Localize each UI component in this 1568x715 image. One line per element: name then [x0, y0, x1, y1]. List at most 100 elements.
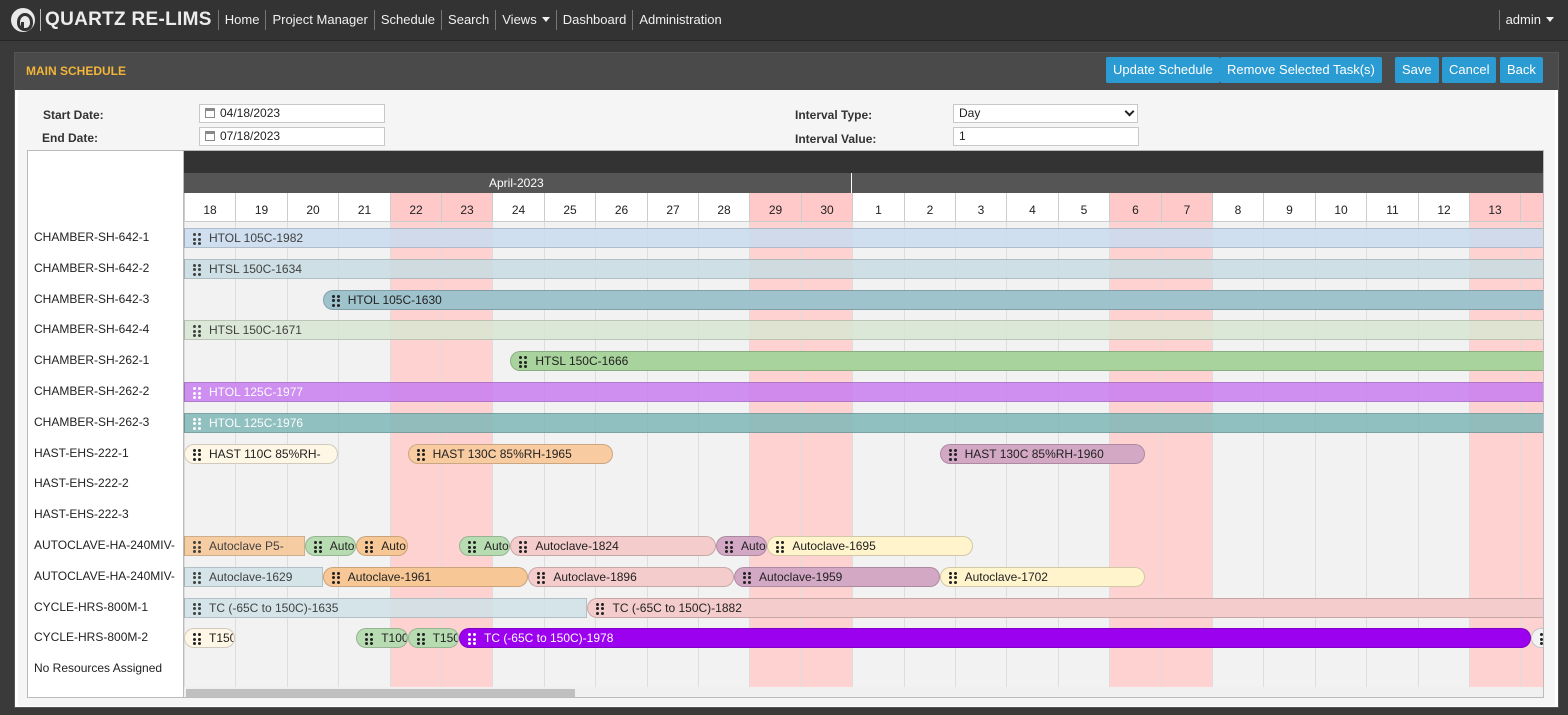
- back-button[interactable]: Back: [1500, 57, 1543, 83]
- day-header: 20: [287, 193, 338, 222]
- task-bar[interactable]: Autoclave P5-: [184, 536, 305, 556]
- task-bar[interactable]: T150: [407, 628, 459, 649]
- task-bar[interactable]: TC (-65C to 150C)-1978: [458, 628, 1531, 649]
- interval-value-input[interactable]: 1: [953, 127, 1139, 146]
- task-bar[interactable]: HTOL 125C-1977: [184, 382, 1543, 402]
- nav-search[interactable]: Search: [441, 10, 495, 30]
- task-bar[interactable]: Auto: [458, 536, 511, 556]
- task-bar[interactable]: HTSL 150C-1666: [510, 351, 1543, 372]
- task-bar[interactable]: TC (-65C to 150C)-1635: [184, 597, 588, 618]
- drag-handle-icon[interactable]: [467, 541, 476, 553]
- day-header: 8: [1212, 193, 1263, 222]
- calendar-icon[interactable]: [205, 131, 215, 141]
- drag-handle-icon[interactable]: [537, 571, 546, 584]
- task-bar[interactable]: Auto: [715, 536, 768, 556]
- drag-handle-icon[interactable]: [193, 602, 201, 615]
- task-bar[interactable]: Autoclave-1896: [528, 566, 734, 587]
- horizontal-scrollbar[interactable]: [184, 687, 1543, 697]
- user-name: admin: [1505, 12, 1541, 27]
- task-label: HTSL 150C-1671: [209, 323, 302, 338]
- drag-handle-icon[interactable]: [193, 633, 201, 646]
- brand-logo[interactable]: QUARTZ RE-LIMS: [0, 0, 218, 41]
- drag-handle-icon[interactable]: [467, 633, 476, 646]
- cancel-button[interactable]: Cancel: [1442, 57, 1497, 83]
- day-header: 11: [1366, 193, 1418, 222]
- drag-handle-icon[interactable]: [193, 233, 201, 245]
- resource-label: CHAMBER-SH-262-3: [34, 414, 150, 429]
- resource-label: CHAMBER-SH-642-2: [34, 260, 150, 275]
- task-bar[interactable]: HAST 130C 85%RH-1965: [407, 443, 614, 464]
- drag-handle-icon[interactable]: [948, 571, 957, 584]
- day-header: 5: [1058, 193, 1109, 222]
- drag-handle-icon[interactable]: [776, 541, 785, 553]
- drag-handle-icon[interactable]: [193, 541, 201, 553]
- drag-handle-icon[interactable]: [742, 571, 751, 584]
- drag-handle-icon[interactable]: [416, 448, 425, 461]
- drag-handle-icon[interactable]: [193, 387, 201, 399]
- interval-type-select[interactable]: Day: [953, 104, 1138, 123]
- task-bar[interactable]: Autoclave-1695: [767, 536, 973, 556]
- nav-home[interactable]: Home: [217, 10, 266, 30]
- start-date-input[interactable]: 04/18/2023: [199, 104, 385, 123]
- nav-views[interactable]: Views: [495, 10, 555, 30]
- drag-handle-icon[interactable]: [948, 448, 957, 461]
- calendar-icon[interactable]: [205, 108, 215, 118]
- drag-handle-icon[interactable]: [313, 541, 322, 553]
- task-bar[interactable]: Autoclave-1961: [322, 566, 529, 587]
- start-date-value: 04/18/2023: [220, 106, 281, 120]
- day-header: 7: [1161, 193, 1212, 222]
- drag-handle-icon[interactable]: [193, 325, 201, 338]
- day-column: [1520, 193, 1543, 687]
- nav-administration[interactable]: Administration: [632, 10, 727, 30]
- drag-handle-icon[interactable]: [193, 263, 201, 276]
- task-bar[interactable]: Autoclave-1959: [733, 566, 940, 587]
- task-bar[interactable]: HTOL 125C-1976: [184, 412, 1543, 433]
- task-label: Autoclave-1959: [758, 569, 843, 584]
- nav-project-manager[interactable]: Project Manager: [265, 10, 373, 30]
- user-menu[interactable]: admin: [1498, 10, 1554, 30]
- nav-schedule[interactable]: Schedule: [373, 10, 441, 30]
- top-navbar: QUARTZ RE-LIMS Home Project Manager Sche…: [0, 0, 1568, 41]
- task-bar[interactable]: Autoclave-1824: [510, 536, 716, 556]
- task-bar[interactable]: HTOL 105C-1630: [322, 289, 1543, 310]
- day-header: 6: [1109, 193, 1161, 222]
- drag-handle-icon[interactable]: [519, 541, 528, 553]
- end-date-input[interactable]: 07/18/2023: [199, 127, 385, 146]
- drag-handle-icon[interactable]: [724, 541, 733, 553]
- task-bar[interactable]: Auto: [304, 536, 357, 556]
- drag-handle-icon[interactable]: [331, 294, 340, 307]
- task-bar[interactable]: HAST 110C 85%RH-: [184, 443, 339, 464]
- drag-handle-icon[interactable]: [1539, 633, 1543, 646]
- drag-handle-icon[interactable]: [519, 356, 528, 369]
- drag-handle-icon[interactable]: [193, 571, 201, 584]
- task-label: Auto: [329, 539, 355, 553]
- task-bar[interactable]: Auto: [356, 536, 408, 556]
- task-bar[interactable]: T100: [356, 628, 408, 649]
- brand-name: QUARTZ RE-LIMS: [45, 9, 212, 30]
- day-header: 4: [1006, 193, 1058, 222]
- task-label: HAST 130C 85%RH-1960: [964, 446, 1104, 461]
- drag-handle-icon[interactable]: [193, 448, 201, 461]
- end-date-value: 07/18/2023: [220, 129, 281, 143]
- task-bar[interactable]: HTSL 150C-1671: [184, 320, 1543, 341]
- update-schedule-button[interactable]: Update Schedule: [1106, 57, 1220, 83]
- timeline-area: April-2023 18 19 20 21 22 23 24 25 26 27 28 29 30 1 2 3…: [184, 151, 1543, 697]
- drag-handle-icon[interactable]: [365, 541, 374, 553]
- drag-handle-icon[interactable]: [193, 417, 201, 430]
- drag-handle-icon[interactable]: [331, 571, 340, 584]
- remove-selected-tasks-button[interactable]: Remove Selected Task(s): [1220, 57, 1382, 83]
- task-label: T100: [381, 631, 408, 646]
- task-bar[interactable]: HTOL 105C-1982: [184, 228, 1543, 248]
- task-bar[interactable]: HTSL 150C-1634: [184, 258, 1543, 279]
- task-bar[interactable]: HAST 130C 85%RH-1960: [939, 443, 1146, 464]
- drag-handle-icon[interactable]: [365, 633, 374, 646]
- task-bar[interactable]: TC (-65C to 150C)-1882: [587, 597, 1543, 618]
- scrollbar-thumb[interactable]: [186, 689, 575, 697]
- task-bar[interactable]: Autoclave-1629: [184, 566, 323, 587]
- task-bar[interactable]: Autoclave-1702: [939, 566, 1146, 587]
- drag-handle-icon[interactable]: [416, 633, 425, 646]
- drag-handle-icon[interactable]: [596, 602, 605, 615]
- save-button[interactable]: Save: [1395, 57, 1439, 83]
- task-bar[interactable]: T150: [184, 628, 236, 649]
- nav-dashboard[interactable]: Dashboard: [555, 10, 633, 30]
